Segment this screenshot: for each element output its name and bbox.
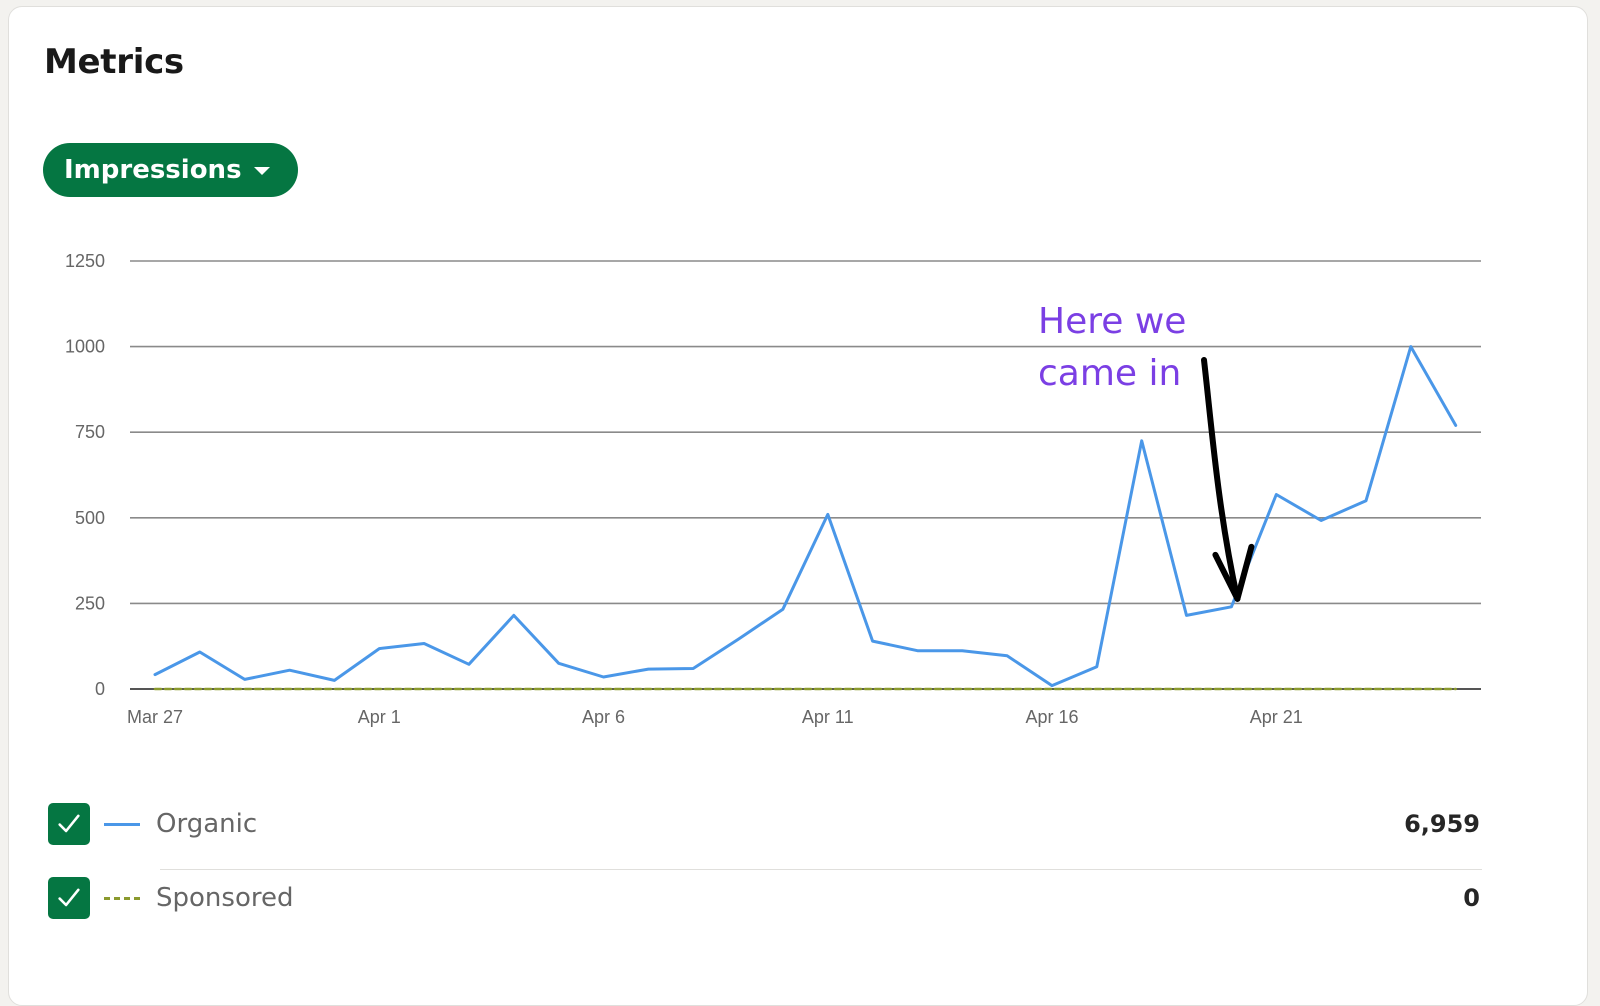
y-tick-label: 500 (75, 508, 105, 528)
annotation-text: Here we came in (1038, 301, 1187, 394)
series-line-organic (153, 345, 1458, 688)
metric-selector-button[interactable]: Impressions (43, 143, 298, 197)
sponsored-label: Sponsored (156, 883, 294, 913)
card-title: Metrics (44, 42, 184, 82)
checkmark-icon (58, 814, 80, 833)
sponsored-checkbox[interactable] (48, 877, 90, 919)
y-tick-label: 750 (75, 422, 105, 442)
annotation-arrow-head (1212, 543, 1255, 602)
legend-row-organic: Organic 6,959 (48, 794, 1480, 854)
x-tick-label: Apr 1 (358, 707, 401, 727)
organic-total: 6,959 (1404, 810, 1480, 838)
checkmark-icon (58, 888, 80, 907)
metric-selector-label: Impressions (64, 155, 242, 185)
sponsored-line-swatch (104, 896, 140, 900)
x-tick-label: Apr 21 (1250, 707, 1303, 727)
caret-down-icon (253, 167, 270, 175)
sponsored-total: 0 (1463, 884, 1480, 912)
organic-line-swatch (104, 822, 140, 826)
x-tick-label: Mar 27 (127, 707, 183, 727)
annotation-arrow-shaft (1201, 357, 1241, 602)
y-tick-label: 1000 (65, 337, 105, 357)
organic-label: Organic (156, 809, 258, 839)
y-tick-label: 250 (75, 593, 105, 613)
x-tick-label: Apr 11 (802, 707, 854, 727)
legend-divider (160, 869, 1482, 870)
x-tick-label: Apr 6 (582, 707, 625, 727)
legend-row-sponsored: Sponsored 0 (48, 868, 1480, 928)
y-tick-label: 0 (95, 679, 105, 699)
organic-checkbox[interactable] (48, 803, 90, 845)
y-tick-label: 1250 (65, 251, 105, 271)
impressions-line-chart: 0 250 500 750 1000 1250 Mar 27 Apr 1 Apr 6 Apr 11… (65, 251, 1481, 727)
x-tick-label: Apr 16 (1025, 707, 1078, 727)
